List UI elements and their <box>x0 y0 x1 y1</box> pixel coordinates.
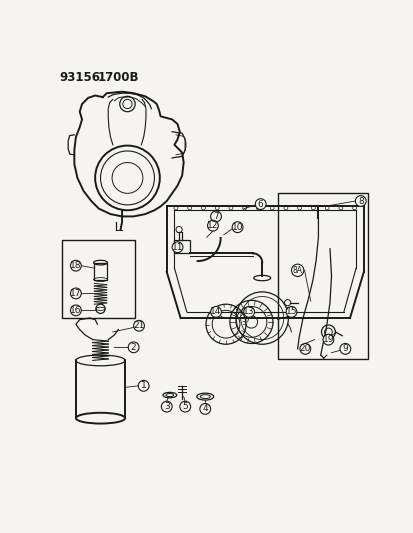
Circle shape <box>207 220 218 231</box>
Text: 93156: 93156 <box>59 71 100 84</box>
Text: 4: 4 <box>202 405 208 414</box>
Circle shape <box>128 342 139 353</box>
Circle shape <box>138 381 149 391</box>
Bar <box>277 193 368 359</box>
Circle shape <box>70 305 81 316</box>
Bar <box>174 239 190 253</box>
Text: 6: 6 <box>257 199 263 208</box>
Text: 19: 19 <box>322 335 333 344</box>
Text: 20: 20 <box>299 344 310 353</box>
Text: 15: 15 <box>285 308 297 317</box>
Circle shape <box>339 343 350 354</box>
Circle shape <box>210 211 221 222</box>
Text: 11: 11 <box>171 243 183 252</box>
Text: 5: 5 <box>182 402 188 411</box>
Text: 18: 18 <box>70 261 81 270</box>
Text: 1700B: 1700B <box>97 71 139 84</box>
Text: 17: 17 <box>70 289 81 298</box>
Circle shape <box>199 403 210 414</box>
Circle shape <box>70 288 81 299</box>
Text: 8A: 8A <box>292 266 302 275</box>
Text: 3: 3 <box>164 402 169 411</box>
Text: 1: 1 <box>140 381 146 390</box>
Circle shape <box>210 306 221 317</box>
Circle shape <box>232 222 242 232</box>
Circle shape <box>255 199 266 209</box>
Circle shape <box>179 401 190 412</box>
Circle shape <box>161 401 172 412</box>
Text: 12: 12 <box>207 221 218 230</box>
Text: 21: 21 <box>133 321 145 330</box>
Text: 2: 2 <box>131 343 136 352</box>
Text: 13: 13 <box>243 308 254 317</box>
Text: 10: 10 <box>231 223 243 232</box>
Circle shape <box>299 343 310 354</box>
Circle shape <box>291 264 303 277</box>
Text: 9: 9 <box>342 344 347 353</box>
Circle shape <box>322 334 333 345</box>
Bar <box>62 239 135 318</box>
Circle shape <box>172 242 183 253</box>
Circle shape <box>285 306 296 317</box>
Circle shape <box>354 196 365 206</box>
Circle shape <box>70 260 81 271</box>
Text: 14: 14 <box>210 308 221 317</box>
Text: 7: 7 <box>213 212 218 221</box>
Circle shape <box>133 320 144 331</box>
Bar <box>93 263 107 280</box>
Text: 8: 8 <box>357 197 363 206</box>
Text: 16: 16 <box>70 306 81 315</box>
Circle shape <box>243 306 254 317</box>
